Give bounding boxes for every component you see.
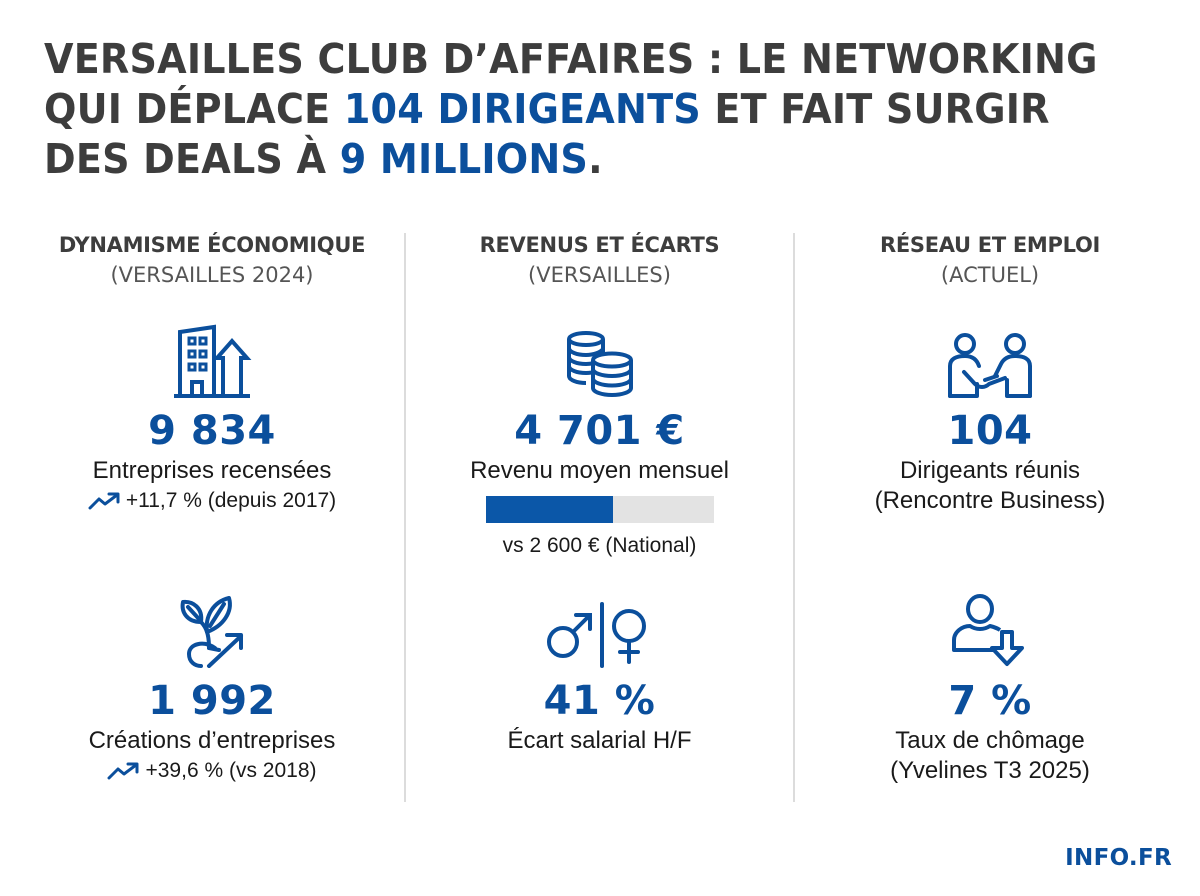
stat-label: Créations d’entreprises [88,727,336,754]
stat-revenu-moyen: 4 701 € Revenu moyen mensuel vs 2 600 € … [406,322,793,561]
trend-up-icon [107,762,139,780]
income-comparison-bar [485,496,714,523]
stat-label: Écart salarial H/F [507,727,692,754]
column-subheading: (VERSAILLES) [528,263,671,287]
stat-note: +11,7 % (depuis 2017) [125,489,337,512]
stat-dirigeants-reunis: 104 Dirigeants réunis (Rencontre Busines… [795,322,1185,516]
column-heading: REVENUS ET ÉCARTS [479,233,720,257]
stat-note: vs 2 600 € (National) [502,534,697,557]
title-text: DES DEALS À [44,135,340,183]
trend-up-icon [88,492,120,510]
column-heading: RÉSEAU ET EMPLOI [879,233,1101,257]
stat-taux-chomage: 7 % Taux de chômage (Yvelines T3 2025) [795,592,1185,786]
handshake-people-icon [948,333,1032,398]
title-text: ET FAIT SURGIR [700,85,1050,133]
title-text: . [588,135,603,183]
title-text: QUI DÉPLACE [44,85,344,133]
person-down-icon [952,594,1024,666]
gender-male-female-icon [546,602,646,668]
stat-value: 104 [947,408,1033,454]
title-highlight-dirigeants: 104 DIRIGEANTS [343,85,701,133]
stat-ecart-salarial: 41 % Écart salarial H/F [406,592,793,756]
brand-logo: INFO.FR [1065,845,1172,871]
stat-creations-entreprises: 1 992 Créations d’entreprises +39,6 % (v… [20,592,404,786]
column-revenus-ecarts: REVENUS ET ÉCARTS (VERSAILLES) 4 701 € R… [406,230,793,830]
title-line-2: QUI DÉPLACE 104 DIRIGEANTS ET FAIT SURGI… [44,84,1095,134]
stat-label-detail: (Rencontre Business) [874,487,1106,514]
building-growth-icon [174,324,252,398]
title-line-3: DES DEALS À 9 MILLIONS. [44,134,1095,184]
stat-trend: +39,6 % (vs 2018) [107,756,317,786]
stat-label: Entreprises recensées [92,457,332,484]
coins-stack-icon [566,331,633,398]
stat-label-detail: (Yvelines T3 2025) [890,757,1090,784]
stat-value: 4 701 € [514,408,685,454]
column-subheading: (ACTUEL) [940,263,1040,287]
income-bar-fill [485,496,614,523]
stat-label: Taux de chômage [895,727,1085,754]
stat-label: Dirigeants réunis [899,457,1081,484]
column-reseau-emploi: RÉSEAU ET EMPLOI (ACTUEL) 104 Dirigeants… [795,230,1185,830]
stat-value: 41 % [543,678,656,724]
stat-value: 7 % [948,678,1032,724]
stat-label: Revenu moyen mensuel [470,457,729,484]
stat-trend: +11,7 % (depuis 2017) [88,486,336,516]
column-divider [793,233,795,802]
title-line-1: VERSAILLES CLUB D’AFFAIRES : LE NETWORKI… [44,35,1098,83]
stat-note: +39,6 % (vs 2018) [145,759,317,782]
title-highlight-millions: 9 MILLIONS [339,135,589,183]
page-title: VERSAILLES CLUB D’AFFAIRES : LE NETWORKI… [44,34,1098,184]
column-divider [404,233,406,802]
column-heading: DYNAMISME ÉCONOMIQUE [58,233,366,257]
column-subheading: (VERSAILLES 2024) [110,263,314,287]
stat-value: 9 834 [148,408,276,454]
stat-entreprises-recensees: 9 834 Entreprises recensées +11,7 % (dep… [20,322,404,516]
plant-growth-icon [180,596,243,668]
stat-value: 1 992 [148,678,276,724]
column-dynamisme-economique: DYNAMISME ÉCONOMIQUE (VERSAILLES 2024) 9… [20,230,404,830]
